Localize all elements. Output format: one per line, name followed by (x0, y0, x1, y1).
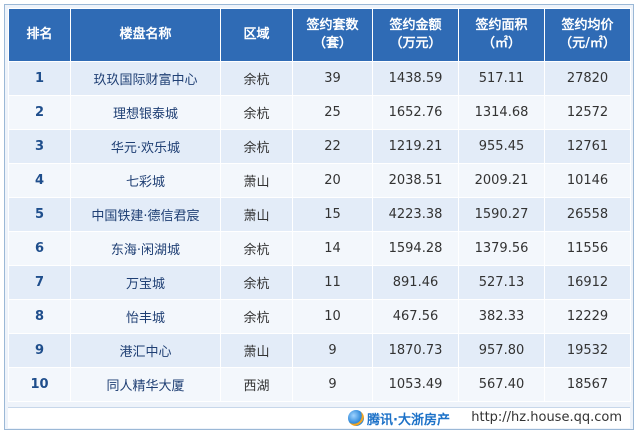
cell-area: 1314.68 (458, 95, 545, 130)
cell-rank: 8 (8, 299, 71, 334)
cell-district: 西湖 (220, 367, 293, 402)
cell-rank: 2 (8, 95, 71, 130)
table-row: 6 东海·闲湖城 余杭 14 1594.28 1379.56 11556 (8, 231, 631, 266)
cell-amount: 1219.21 (372, 129, 459, 164)
cell-project-name: 玖玖国际财富中心 (70, 61, 221, 96)
cell-rank: 4 (8, 163, 71, 198)
cell-amount: 891.46 (372, 265, 459, 300)
table-row: 10 同人精华大厦 西湖 9 1053.49 567.40 18567 (8, 367, 631, 402)
cell-project-name: 华元·欢乐城 (70, 129, 221, 164)
cell-district: 余杭 (220, 95, 293, 130)
header-rank: 排名 (8, 8, 71, 62)
cell-project-name: 七彩城 (70, 163, 221, 198)
cell-units: 9 (292, 333, 373, 368)
table-row: 7 万宝城 余杭 11 891.46 527.13 16912 (8, 265, 631, 300)
cell-district: 余杭 (220, 61, 293, 96)
cell-avg-price: 11556 (544, 231, 631, 266)
cell-units: 20 (292, 163, 373, 198)
sales-ranking-table: 排名 楼盘名称 区域 签约套数 （套） 签约金额 （万元） 签约面积 （㎡） 签约均价… (8, 8, 631, 402)
table-row: 9 港汇中心 萧山 9 1870.73 957.80 19532 (8, 333, 631, 368)
table-body: 1 玖玖国际财富中心 余杭 39 1438.59 517.11 27820 2 理想银泰城 余杭 2… (8, 61, 631, 402)
tencent-house-logo: 腾讯·大浙房产 (348, 409, 450, 428)
cell-units: 11 (292, 265, 373, 300)
cell-area: 517.11 (458, 61, 545, 96)
cell-district: 余杭 (220, 231, 293, 266)
cell-area: 567.40 (458, 367, 545, 402)
cell-amount: 2038.51 (372, 163, 459, 198)
cell-avg-price: 12572 (544, 95, 631, 130)
cell-project-name: 同人精华大厦 (70, 367, 221, 402)
cell-units: 10 (292, 299, 373, 334)
cell-amount: 1438.59 (372, 61, 459, 96)
cell-project-name: 港汇中心 (70, 333, 221, 368)
cell-project-name: 万宝城 (70, 265, 221, 300)
cell-district: 余杭 (220, 299, 293, 334)
cell-area: 2009.21 (458, 163, 545, 198)
cell-avg-price: 10146 (544, 163, 631, 198)
cell-project-name: 怡丰城 (70, 299, 221, 334)
cell-district: 余杭 (220, 265, 293, 300)
cell-area: 382.33 (458, 299, 545, 334)
header-units: 签约套数 （套） (292, 8, 373, 62)
cell-rank: 5 (8, 197, 71, 232)
cell-avg-price: 19532 (544, 333, 631, 368)
table-row: 1 玖玖国际财富中心 余杭 39 1438.59 517.11 27820 (8, 61, 631, 96)
cell-district: 萧山 (220, 163, 293, 198)
cell-project-name: 东海·闲湖城 (70, 231, 221, 266)
cell-rank: 7 (8, 265, 71, 300)
cell-units: 15 (292, 197, 373, 232)
cell-rank: 6 (8, 231, 71, 266)
cell-amount: 1870.73 (372, 333, 459, 368)
cell-area: 1379.56 (458, 231, 545, 266)
cell-project-name: 理想银泰城 (70, 95, 221, 130)
header-project-name: 楼盘名称 (70, 8, 221, 62)
table-row: 5 中国铁建·德信君宸 萧山 15 4223.38 1590.27 26558 (8, 197, 631, 232)
cell-avg-price: 12761 (544, 129, 631, 164)
cell-avg-price: 18567 (544, 367, 631, 402)
table-row: 4 七彩城 萧山 20 2038.51 2009.21 10146 (8, 163, 631, 198)
table-row: 3 华元·欢乐城 余杭 22 1219.21 955.45 12761 (8, 129, 631, 164)
logo-text: 腾讯·大浙房产 (367, 412, 450, 428)
cell-amount: 467.56 (372, 299, 459, 334)
cell-units: 39 (292, 61, 373, 96)
cell-rank: 1 (8, 61, 71, 96)
header-avg-price: 签约均价 （元/㎡） (544, 8, 631, 62)
cell-district: 萧山 (220, 333, 293, 368)
cell-rank: 10 (8, 367, 71, 402)
footer-bar: 腾讯·大浙房产 http://hz.house.qq.com (8, 407, 630, 428)
cell-area: 955.45 (458, 129, 545, 164)
cell-area: 527.13 (458, 265, 545, 300)
header-area: 签约面积 （㎡） (458, 8, 545, 62)
cell-amount: 1053.49 (372, 367, 459, 402)
cell-amount: 1594.28 (372, 231, 459, 266)
cell-units: 25 (292, 95, 373, 130)
table-row: 8 怡丰城 余杭 10 467.56 382.33 12229 (8, 299, 631, 334)
cell-rank: 3 (8, 129, 71, 164)
cell-avg-price: 27820 (544, 61, 631, 96)
table-row: 2 理想银泰城 余杭 25 1652.76 1314.68 12572 (8, 95, 631, 130)
site-url: http://hz.house.qq.com (471, 410, 622, 425)
cell-rank: 9 (8, 333, 71, 368)
cell-amount: 4223.38 (372, 197, 459, 232)
cell-avg-price: 26558 (544, 197, 631, 232)
cell-avg-price: 12229 (544, 299, 631, 334)
cell-district: 萧山 (220, 197, 293, 232)
tencent-logo-icon (348, 410, 365, 426)
cell-district: 余杭 (220, 129, 293, 164)
cell-units: 14 (292, 231, 373, 266)
cell-amount: 1652.76 (372, 95, 459, 130)
cell-area: 1590.27 (458, 197, 545, 232)
cell-project-name: 中国铁建·德信君宸 (70, 197, 221, 232)
cell-units: 22 (292, 129, 373, 164)
cell-units: 9 (292, 367, 373, 402)
ranking-table-frame: 排名 楼盘名称 区域 签约套数 （套） 签约金额 （万元） 签约面积 （㎡） 签约均价… (4, 4, 634, 430)
header-amount: 签约金额 （万元） (372, 8, 459, 62)
header-district: 区域 (220, 8, 293, 62)
cell-area: 957.80 (458, 333, 545, 368)
cell-avg-price: 16912 (544, 265, 631, 300)
table-header-row: 排名 楼盘名称 区域 签约套数 （套） 签约金额 （万元） 签约面积 （㎡） 签约均价… (8, 8, 631, 62)
